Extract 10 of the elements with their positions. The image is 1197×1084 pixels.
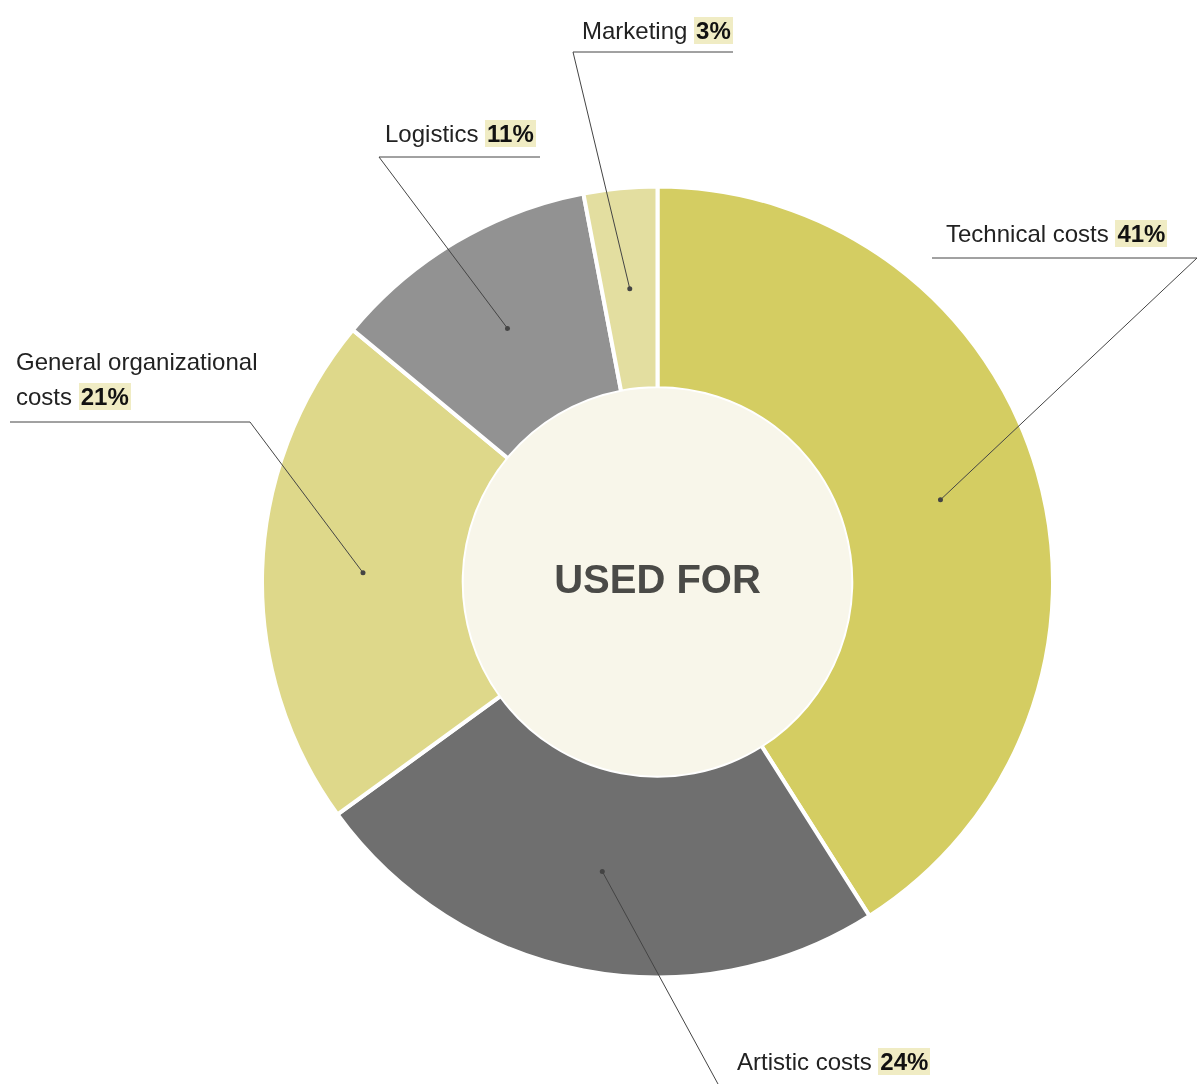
data-label: 41%	[1115, 220, 1168, 247]
data-label: 24%	[878, 1048, 931, 1075]
data-label: 21%	[78, 383, 131, 410]
text: USED FOR	[554, 557, 761, 602]
slice-label: Logistics	[385, 120, 479, 147]
data-label: 11%	[485, 120, 536, 147]
data-label: 3%	[694, 17, 733, 44]
slice-label: Artistic costs	[737, 1048, 872, 1075]
slice-label: Marketing	[582, 17, 688, 44]
slice-label: Technical costs	[946, 220, 1109, 247]
